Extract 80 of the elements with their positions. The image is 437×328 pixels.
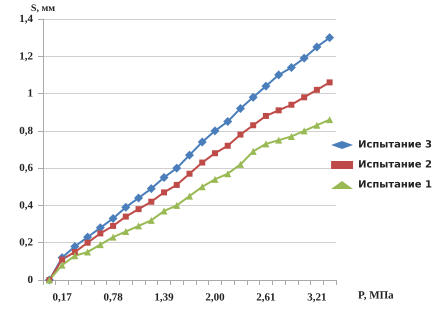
point bbox=[326, 116, 334, 124]
point bbox=[58, 262, 66, 269]
point bbox=[84, 248, 92, 256]
point bbox=[224, 142, 231, 149]
point bbox=[250, 122, 256, 128]
legend-label: Испытание 3 bbox=[358, 140, 432, 150]
point bbox=[108, 214, 118, 223]
point bbox=[325, 33, 334, 42]
point bbox=[312, 42, 322, 52]
y-tick-label: 1,4 bbox=[19, 13, 34, 25]
point bbox=[275, 136, 282, 144]
point bbox=[262, 140, 270, 148]
point bbox=[161, 189, 168, 196]
point bbox=[198, 183, 206, 190]
x-tick-label: 0,78 bbox=[103, 292, 124, 304]
point bbox=[136, 206, 142, 212]
y-tick-label: 0,2 bbox=[19, 236, 34, 249]
x-tick-label: 1,39 bbox=[154, 292, 174, 304]
point bbox=[160, 172, 169, 182]
y-tick-label: 0,4 bbox=[19, 199, 34, 212]
x-tick-label: 2,61 bbox=[256, 292, 276, 304]
point bbox=[300, 54, 309, 63]
y-tick-label: 1 bbox=[28, 88, 33, 100]
point bbox=[288, 102, 294, 108]
point bbox=[146, 184, 156, 194]
point bbox=[121, 202, 130, 212]
point bbox=[210, 126, 220, 136]
point bbox=[186, 192, 193, 200]
y-tick-label: 0,8 bbox=[19, 124, 34, 137]
point bbox=[160, 208, 168, 215]
point bbox=[71, 252, 78, 260]
point bbox=[97, 230, 104, 236]
y-tick-label: 0 bbox=[28, 274, 34, 286]
point bbox=[96, 241, 104, 248]
point bbox=[261, 82, 270, 91]
x-axis-title: P, МПа bbox=[358, 290, 394, 302]
point bbox=[236, 160, 244, 168]
point bbox=[134, 193, 144, 202]
legend-label: Испытание 2 bbox=[358, 160, 432, 170]
point bbox=[198, 138, 207, 147]
point bbox=[236, 104, 245, 113]
point bbox=[248, 92, 258, 102]
point bbox=[313, 122, 320, 129]
point bbox=[286, 62, 296, 72]
point bbox=[173, 202, 180, 209]
point bbox=[174, 182, 180, 188]
point bbox=[262, 112, 269, 119]
point bbox=[300, 127, 308, 134]
point bbox=[326, 79, 333, 86]
point bbox=[314, 86, 320, 93]
point bbox=[148, 216, 155, 224]
point bbox=[223, 117, 232, 126]
point bbox=[59, 256, 66, 262]
y-tick-label: 1,2 bbox=[19, 50, 34, 62]
point bbox=[148, 198, 154, 205]
point bbox=[211, 176, 218, 183]
point bbox=[250, 148, 257, 155]
point bbox=[186, 170, 192, 177]
point bbox=[288, 132, 295, 140]
point bbox=[185, 150, 194, 160]
point bbox=[274, 70, 284, 80]
point bbox=[301, 94, 308, 100]
point bbox=[212, 150, 218, 156]
point bbox=[135, 222, 142, 230]
point bbox=[224, 170, 232, 178]
point bbox=[276, 107, 282, 114]
legend-label: Испытание 1 bbox=[358, 180, 432, 190]
point bbox=[122, 228, 130, 236]
point bbox=[172, 164, 182, 173]
x-tick-label: 3,21 bbox=[307, 292, 327, 304]
point bbox=[199, 160, 206, 166]
point bbox=[84, 240, 91, 246]
point bbox=[237, 132, 244, 138]
point bbox=[110, 222, 116, 229]
y-axis-title: S, мм bbox=[30, 3, 56, 14]
point bbox=[110, 234, 117, 241]
x-tick-label: 0,17 bbox=[52, 292, 72, 304]
x-tick-label: 2,00 bbox=[205, 292, 226, 304]
y-tick-label: 0,6 bbox=[19, 162, 34, 174]
point bbox=[122, 214, 129, 220]
